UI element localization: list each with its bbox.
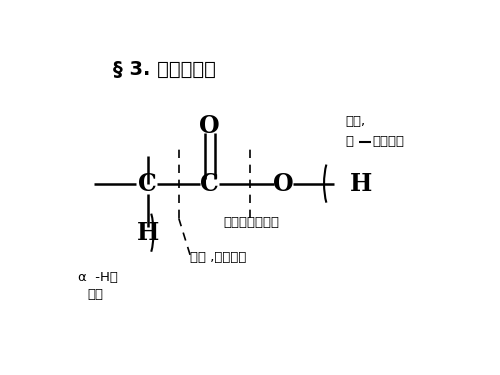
Text: C: C: [138, 172, 157, 196]
Text: § 3. 罧酸的反应: § 3. 罧酸的反应: [113, 59, 216, 78]
Text: 酸性,: 酸性,: [346, 115, 366, 128]
Text: 成酯反应: 成酯反应: [372, 135, 404, 148]
Text: 盐: 盐: [346, 135, 354, 148]
Text: C: C: [200, 172, 219, 196]
Text: H: H: [350, 172, 372, 196]
Text: O: O: [273, 172, 293, 196]
Text: α  -H的: α -H的: [78, 271, 118, 284]
Text: 生成罧酸衍生物: 生成罧酸衍生物: [224, 216, 280, 229]
Text: 脱罧 ,还原反应: 脱罧 ,还原反应: [190, 251, 247, 264]
Text: O: O: [200, 114, 220, 138]
Text: H: H: [136, 220, 159, 245]
Text: 卵化: 卵化: [88, 288, 104, 301]
